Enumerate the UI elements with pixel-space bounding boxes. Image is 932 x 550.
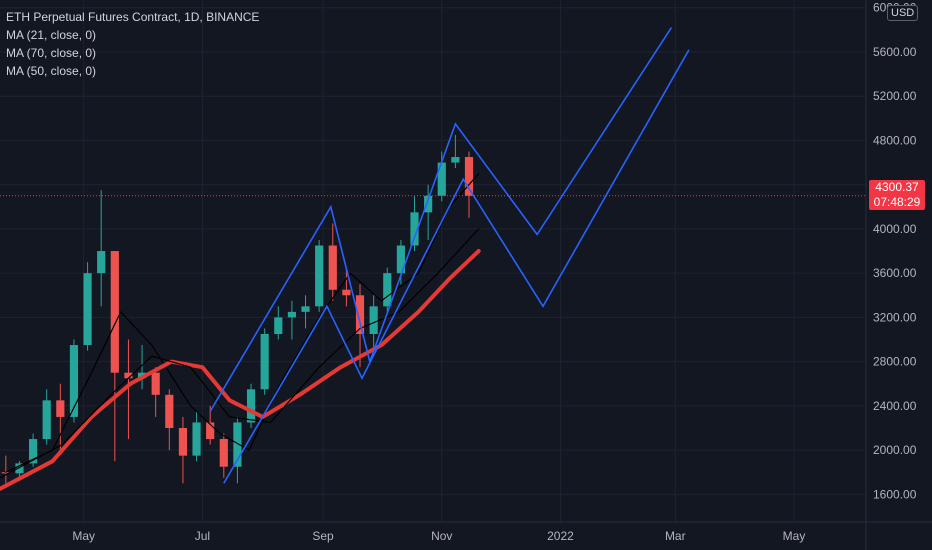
candle-body	[437, 162, 446, 196]
legend-ma-21[interactable]: MA (21, close, 0)	[6, 28, 97, 42]
candle-body	[301, 306, 310, 312]
zigzag-trend-line	[223, 49, 690, 484]
candle-body	[56, 400, 65, 417]
candle-body	[287, 311, 296, 318]
ma-line	[0, 249, 481, 491]
ma-line	[0, 228, 480, 479]
candle-body	[83, 273, 92, 346]
grid	[0, 0, 866, 522]
y-tick-label: 4800.00	[873, 133, 917, 147]
moving-averages	[0, 173, 481, 491]
candle-body	[206, 422, 215, 440]
bar-countdown: 07:48:29	[873, 195, 921, 209]
candle-body	[260, 333, 269, 390]
candle-body	[274, 317, 283, 334]
candle-body	[151, 372, 160, 395]
candle-body	[28, 439, 38, 464]
y-tick-label: 3200.00	[873, 310, 917, 324]
last-price-value: 4300.37	[875, 180, 919, 194]
candle-body	[328, 245, 337, 290]
candle-body	[15, 463, 24, 474]
y-tick-label: 3600.00	[873, 266, 917, 280]
x-tick-label: Mar	[665, 529, 686, 543]
candle-body	[219, 439, 228, 467]
legend-ma-70[interactable]: MA (70, close, 0)	[6, 46, 97, 60]
candle-body	[315, 245, 324, 307]
y-tick-label: 2000.00	[873, 443, 917, 457]
y-tick-label: 2400.00	[873, 399, 917, 413]
legend-ma-50[interactable]: MA (50, close, 0)	[6, 64, 97, 78]
candle-body	[424, 195, 433, 213]
candle-body	[464, 157, 474, 196]
candle-body	[355, 295, 365, 334]
y-tick-label: 1600.00	[873, 487, 917, 501]
candle-body	[383, 273, 392, 307]
candle-body	[97, 251, 106, 274]
candle-body	[110, 251, 119, 373]
time-axis[interactable]: May Jul Sep Nov 2022 Mar May	[0, 521, 932, 543]
candle-body	[369, 306, 378, 334]
x-tick-label: Jul	[195, 529, 210, 543]
x-tick-label: 2022	[547, 529, 574, 543]
candle-body	[233, 422, 242, 467]
candle-body	[165, 394, 174, 428]
candle-body	[396, 245, 405, 274]
candle-body	[246, 389, 256, 423]
legend: ETH Perpetual Futures Contract, 1D, BINA…	[6, 8, 259, 80]
ma-line	[5, 173, 480, 473]
candle-body	[342, 289, 351, 296]
price-axis[interactable]: 1600.00 2000.00 2400.00 2800.00 3200.00 3600.…	[865, 0, 917, 550]
currency-label[interactable]: USD	[887, 5, 919, 21]
x-tick-label: May	[72, 529, 95, 543]
x-tick-label: Sep	[312, 529, 334, 543]
candles	[1, 134, 474, 484]
y-tick-label: 2800.00	[873, 355, 917, 369]
zigzag-trend-line	[209, 27, 673, 412]
candle-body	[124, 372, 133, 379]
candle-body	[451, 157, 460, 163]
y-tick-label: 4000.00	[873, 222, 917, 236]
y-tick-label: 5600.00	[873, 45, 917, 59]
candle-body	[192, 422, 201, 456]
candle-body	[42, 400, 51, 440]
candle-body	[178, 427, 188, 456]
candle-body	[69, 345, 79, 417]
trend-drawings[interactable]	[209, 27, 690, 484]
last-price-badge: 4300.37 07:48:29	[869, 180, 925, 210]
candle-body	[410, 212, 419, 246]
x-tick-label: May	[783, 529, 806, 543]
symbol-title[interactable]: ETH Perpetual Futures Contract, 1D, BINA…	[6, 10, 260, 24]
x-tick-label: Nov	[431, 529, 452, 543]
y-tick-label: 5200.00	[873, 89, 917, 103]
